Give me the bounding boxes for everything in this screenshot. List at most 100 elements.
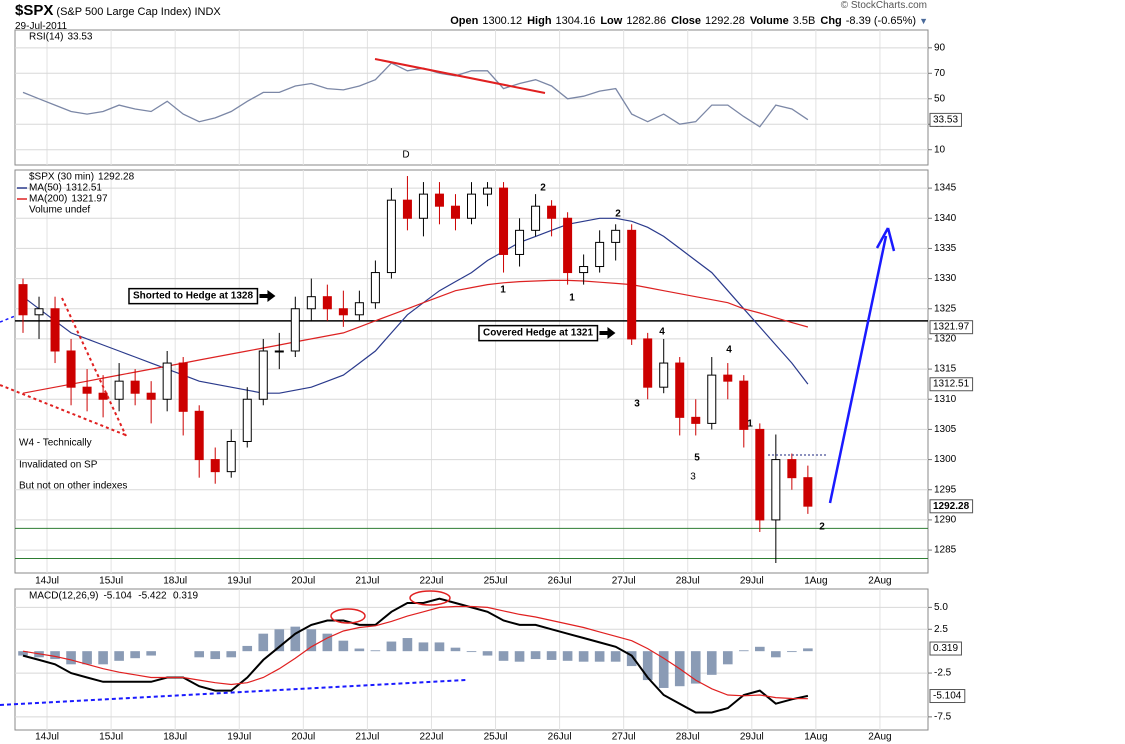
y-tick-label: 1325 [934, 303, 957, 314]
annotation-box [478, 324, 599, 342]
y-tick-label: -2.5 [934, 668, 952, 679]
x-tick-label: 22Jul [420, 732, 444, 743]
legend-value: 0.319 [173, 591, 198, 602]
histogram-bar [466, 651, 477, 653]
histogram-bar [50, 651, 60, 660]
exchange: INDX [194, 6, 221, 18]
value-label: 1321.97 [933, 322, 970, 333]
candle-body [178, 362, 188, 412]
highlight-ellipse [409, 590, 451, 606]
x-tick-label: 18Jul [163, 576, 187, 587]
candle-body [434, 193, 444, 207]
histogram-bar [130, 651, 140, 659]
candle-body [499, 187, 509, 255]
x-tick-label: 14Jul [35, 732, 59, 743]
histogram-bar [482, 651, 493, 656]
histogram-bar [803, 648, 813, 652]
projection-arrow [828, 235, 888, 504]
candle-body [579, 266, 589, 274]
annotation: 2 [615, 209, 621, 220]
candle-body [787, 459, 797, 479]
x-tick-label: 25Jul [484, 576, 508, 587]
annotation-arrow [599, 327, 616, 339]
histogram-bar [722, 651, 733, 665]
candle-body [226, 440, 236, 473]
candle-body [755, 428, 765, 521]
panel [14, 169, 929, 574]
annotation: 4 [726, 345, 732, 356]
value-label-box [929, 377, 974, 392]
quote: Open 1300.12 High 1304.16 Low 1282.86 Close 129… [445, 15, 928, 27]
annotation: 3 [690, 472, 696, 483]
x-tick-label: 27Jul [612, 732, 636, 743]
histogram-bar [787, 651, 797, 653]
histogram-bar [546, 651, 557, 660]
x-tick-label: 28Jul [676, 576, 700, 587]
value-label-box [929, 320, 974, 335]
annotation: 3 [634, 399, 640, 410]
candle-body [306, 296, 316, 310]
y-tick-label: 1295 [934, 484, 957, 495]
x-tick-label: 15Jul [99, 576, 123, 587]
annotation-box [128, 287, 259, 305]
legend-label: RSI(14) [29, 32, 63, 43]
rsi-trend-line [374, 58, 546, 94]
candle-body [338, 308, 348, 316]
index-name: (S&P 500 Large Cap Index) [56, 6, 192, 18]
candle-body [194, 410, 204, 461]
candle-body [98, 392, 108, 400]
quote-label: Low [600, 15, 623, 27]
x-tick-label: 27Jul [612, 576, 636, 587]
y-tick-label: 5.0 [934, 602, 948, 613]
histogram-bar [434, 642, 445, 652]
y-tick-label: 70 [934, 68, 946, 79]
candle-body [402, 199, 412, 219]
histogram-bar [450, 647, 461, 652]
legend-value: -5.422 [138, 591, 167, 602]
x-tick-label: 21Jul [355, 576, 379, 587]
histogram-bar [194, 651, 205, 658]
candle-body [739, 380, 749, 430]
histogram-bar [755, 646, 765, 652]
y-tick-label: -7.5 [934, 712, 952, 723]
x-tick-label: 20Jul [291, 576, 315, 587]
legend-label: MA(50) [29, 183, 62, 194]
quote-label: Close [671, 15, 702, 27]
moving-average [22, 217, 809, 394]
histogram-bar [290, 626, 301, 652]
value-label: 0.319 [933, 643, 958, 654]
x-tick-label: 21Jul [355, 732, 379, 743]
y-tick-label: 2.5 [934, 624, 948, 635]
histogram-bar [370, 650, 381, 652]
candle-body [354, 302, 364, 316]
quote-value: 3.5B [792, 15, 816, 27]
x-tick-label: 18Jul [163, 732, 187, 743]
quote-label: Chg [820, 15, 842, 27]
moving-average [22, 279, 809, 394]
legend-value: 1321.97 [71, 194, 108, 205]
x-tick-label: 20Jul [291, 732, 315, 743]
symbol: $SPX [15, 2, 54, 19]
candle-body [611, 229, 621, 243]
annotation: 2 [540, 183, 546, 194]
x-tick-label: 22Jul [420, 576, 444, 587]
candle-body [723, 374, 733, 382]
panel [14, 588, 929, 731]
histogram-bar [530, 651, 541, 660]
annotation: 4 [659, 327, 665, 338]
y-tick-label: 1300 [934, 454, 957, 465]
candle-body [66, 350, 76, 388]
quote-value: 1304.16 [555, 15, 596, 27]
quote-label: Open [450, 15, 479, 27]
annotation: 5 [694, 453, 700, 464]
annotation-arrow [259, 290, 276, 302]
header: $SPX (S&P 500 Large Cap Index) INDX [15, 2, 221, 19]
histogram-bar [642, 651, 653, 681]
y-tick-label: 1340 [934, 213, 957, 224]
histogram-bar [210, 651, 221, 660]
quote-value: 1292.28 [705, 15, 745, 27]
value-label-box [929, 112, 962, 127]
histogram-bar [578, 651, 589, 662]
trend-line [61, 297, 127, 437]
